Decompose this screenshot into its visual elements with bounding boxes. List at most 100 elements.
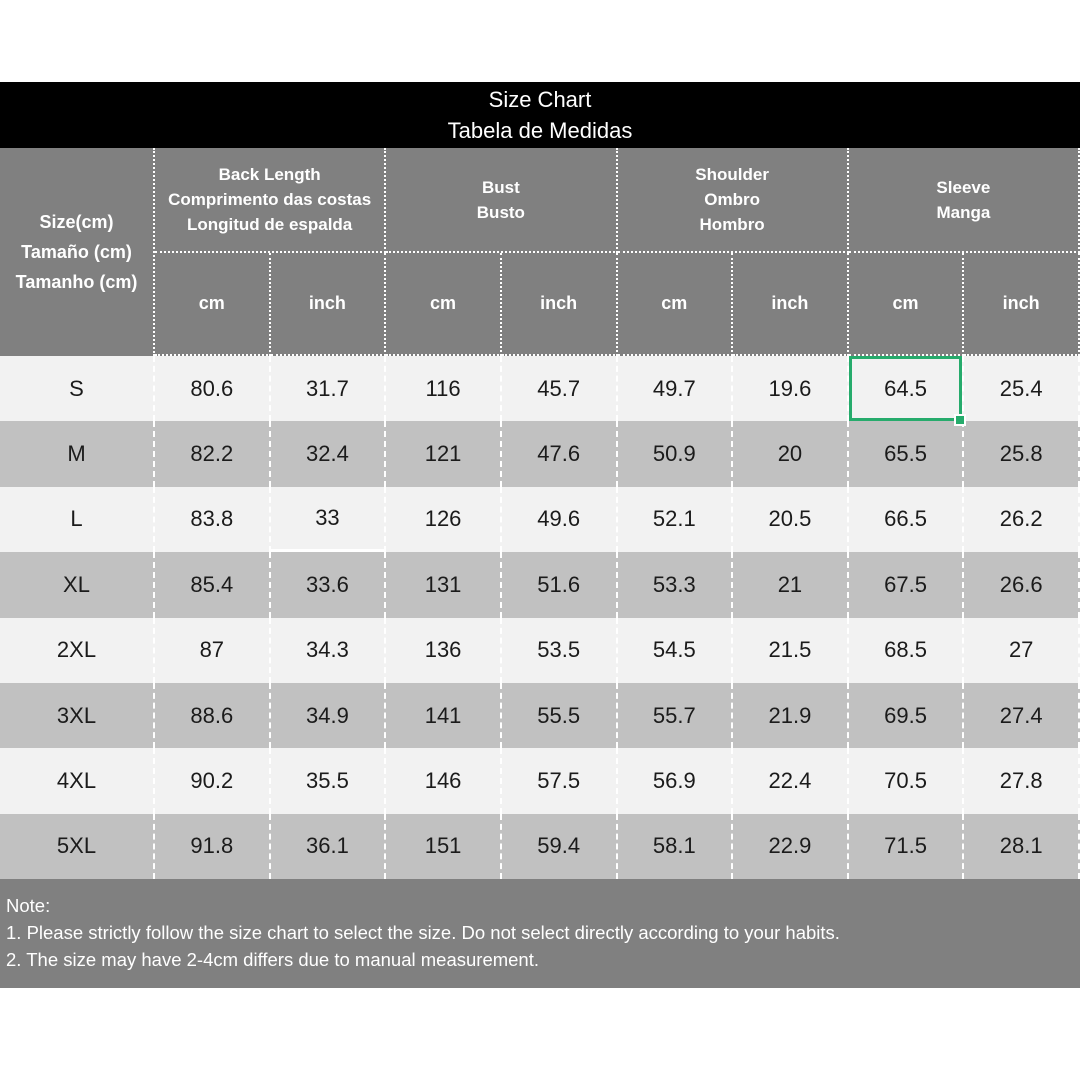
data-cell[interactable]: 25.8 bbox=[964, 421, 1080, 487]
data-cell[interactable]: 25.4 bbox=[964, 356, 1080, 422]
fill-handle[interactable] bbox=[954, 414, 967, 427]
back-length-es: Longitud de espalda bbox=[186, 215, 353, 234]
size-cell[interactable]: S bbox=[0, 356, 155, 422]
data-cell[interactable]: 53.3 bbox=[618, 552, 734, 618]
data-cell[interactable]: 82.2 bbox=[155, 421, 271, 487]
size-cell[interactable]: L bbox=[0, 486, 155, 553]
data-cell[interactable]: 67.5 bbox=[849, 552, 965, 618]
header-size-column: Size(cm) Tamaño (cm) Tamanho (cm) bbox=[0, 148, 155, 356]
note: Note: 1. Please strictly follow the size… bbox=[0, 879, 1080, 989]
data-cell[interactable]: 50.9 bbox=[618, 421, 734, 487]
data-cell[interactable]: 71.5 bbox=[849, 813, 965, 880]
data-cell[interactable]: 56.9 bbox=[618, 748, 734, 814]
bust-en: Bust bbox=[481, 177, 520, 197]
data-cell[interactable]: 35.5 bbox=[271, 748, 387, 814]
data-cell[interactable]: 69.5 bbox=[849, 682, 965, 749]
data-cell[interactable]: 45.7 bbox=[502, 356, 618, 422]
back-length-en: Back Length bbox=[218, 165, 321, 184]
data-cell[interactable]: 70.5 bbox=[849, 748, 965, 814]
data-cell[interactable]: 36.1 bbox=[271, 813, 387, 880]
data-cell[interactable]: 33.6 bbox=[271, 552, 387, 618]
table-row: 2XL 87 34.3 136 53.5 54.5 21.5 68.5 27 bbox=[0, 617, 1080, 683]
data-cell[interactable]: 47.6 bbox=[502, 421, 618, 487]
table-row: XL 85.4 33.6 131 51.6 53.3 21 67.5 26.6 bbox=[0, 552, 1080, 618]
unit-header-shoulder-inch: inch bbox=[733, 253, 849, 356]
size-cell[interactable]: 3XL bbox=[0, 682, 155, 749]
data-cell[interactable]: 49.7 bbox=[618, 356, 734, 422]
back-length-pt: Comprimento das costas bbox=[168, 190, 372, 209]
data-cell[interactable]: 146 bbox=[386, 748, 502, 814]
table-row: S 80.6 31.7 116 45.7 49.7 19.6 64.5 25.4 bbox=[0, 356, 1080, 427]
data-cell[interactable]: 21.9 bbox=[733, 682, 849, 749]
chart-title: Size Chart Tabela de Medidas bbox=[0, 82, 1080, 148]
size-cell[interactable]: M bbox=[0, 421, 155, 487]
header-group-back-length: Back Length Comprimento das costas Longi… bbox=[155, 148, 387, 253]
data-cell[interactable]: 151 bbox=[386, 813, 502, 880]
data-cell[interactable]: 136 bbox=[386, 617, 502, 683]
bust-pt: Busto bbox=[476, 202, 525, 222]
table-row: L 83.8 33 126 49.6 52.1 20.5 66.5 26.2 bbox=[0, 486, 1080, 553]
shoulder-en: Shoulder bbox=[695, 165, 769, 184]
data-cell[interactable]: 85.4 bbox=[155, 552, 271, 618]
data-cell[interactable]: 121 bbox=[386, 421, 502, 487]
size-cell[interactable]: 2XL bbox=[0, 617, 155, 683]
data-cell[interactable]: 80.6 bbox=[155, 356, 271, 422]
data-cell[interactable]: 57.5 bbox=[502, 748, 618, 814]
note-line2: 2. The size may have 2-4cm differs due t… bbox=[6, 949, 539, 971]
data-cell[interactable]: 83.8 bbox=[155, 486, 271, 553]
size-cell[interactable]: 4XL bbox=[0, 748, 155, 814]
data-cell[interactable]: 54.5 bbox=[618, 617, 734, 683]
data-cell[interactable]: 66.5 bbox=[849, 486, 965, 553]
data-cell[interactable]: 20 bbox=[733, 421, 849, 487]
data-cell[interactable]: 88.6 bbox=[155, 682, 271, 749]
data-cell[interactable]: 27 bbox=[964, 617, 1080, 683]
note-line1: 1. Please strictly follow the size chart… bbox=[6, 922, 840, 944]
data-cell[interactable]: 26.6 bbox=[964, 552, 1080, 618]
data-cell[interactable]: 20.5 bbox=[733, 486, 849, 553]
data-cell[interactable]: 31.7 bbox=[271, 356, 387, 422]
header-group-shoulder: Shoulder Ombro Hombro bbox=[617, 148, 849, 253]
sleeve-en: Sleeve bbox=[936, 177, 991, 197]
data-cell[interactable]: 55.7 bbox=[618, 682, 734, 749]
data-cell[interactable]: 21.5 bbox=[733, 617, 849, 683]
data-cell[interactable]: 49.6 bbox=[502, 486, 618, 553]
data-cell[interactable]: 116 bbox=[386, 356, 502, 422]
data-cell[interactable]: 126 bbox=[386, 486, 502, 553]
data-cell[interactable]: 59.4 bbox=[502, 813, 618, 880]
table-row: 5XL 91.8 36.1 151 59.4 58.1 22.9 71.5 28.1 bbox=[0, 813, 1080, 880]
shoulder-pt: Ombro bbox=[704, 190, 760, 209]
data-cell[interactable]: 34.3 bbox=[271, 617, 387, 683]
table-row: 4XL 90.2 35.5 146 57.5 56.9 22.4 70.5 27.8 bbox=[0, 748, 1080, 814]
size-header-line2: Tamaño (cm) bbox=[21, 242, 132, 262]
data-cell[interactable]: 52.1 bbox=[618, 486, 734, 553]
data-cell[interactable]: 34.9 bbox=[271, 682, 387, 749]
data-cell[interactable]: 55.5 bbox=[502, 682, 618, 749]
size-chart-sheet: Size Chart Tabela de Medidas Size(cm) Ta… bbox=[0, 82, 1080, 989]
size-cell[interactable]: 5XL bbox=[0, 813, 155, 880]
data-cell[interactable]: 90.2 bbox=[155, 748, 271, 814]
selected-cell[interactable]: 64.5 bbox=[848, 356, 967, 427]
data-cell[interactable]: 21 bbox=[733, 552, 849, 618]
data-cell[interactable]: 26.2 bbox=[964, 486, 1080, 553]
data-cell[interactable]: 87 bbox=[155, 617, 271, 683]
data-cell[interactable]: 22.9 bbox=[733, 813, 849, 880]
size-cell[interactable]: XL bbox=[0, 552, 155, 618]
data-cell[interactable]: 68.5 bbox=[849, 617, 965, 683]
shoulder-es: Hombro bbox=[699, 215, 765, 234]
table-row: M 82.2 32.4 121 47.6 50.9 20 65.5 25.8 bbox=[0, 421, 1080, 487]
data-cell[interactable]: 32.4 bbox=[271, 421, 387, 487]
data-cell[interactable]: 58.1 bbox=[618, 813, 734, 880]
data-cell[interactable]: 131 bbox=[386, 552, 502, 618]
data-cell[interactable]: 33 bbox=[270, 486, 387, 553]
data-cell[interactable]: 19.6 bbox=[733, 356, 849, 422]
data-cell[interactable]: 65.5 bbox=[849, 421, 965, 487]
data-cell[interactable]: 91.8 bbox=[155, 813, 271, 880]
data-cell[interactable]: 141 bbox=[386, 682, 502, 749]
data-cell[interactable]: 28.1 bbox=[964, 813, 1080, 880]
data-cell[interactable]: 53.5 bbox=[502, 617, 618, 683]
data-cell[interactable]: 27.4 bbox=[964, 682, 1080, 749]
unit-header-bust-cm: cm bbox=[386, 253, 502, 356]
data-cell[interactable]: 22.4 bbox=[733, 748, 849, 814]
data-cell[interactable]: 51.6 bbox=[502, 552, 618, 618]
data-cell[interactable]: 27.8 bbox=[964, 748, 1080, 814]
